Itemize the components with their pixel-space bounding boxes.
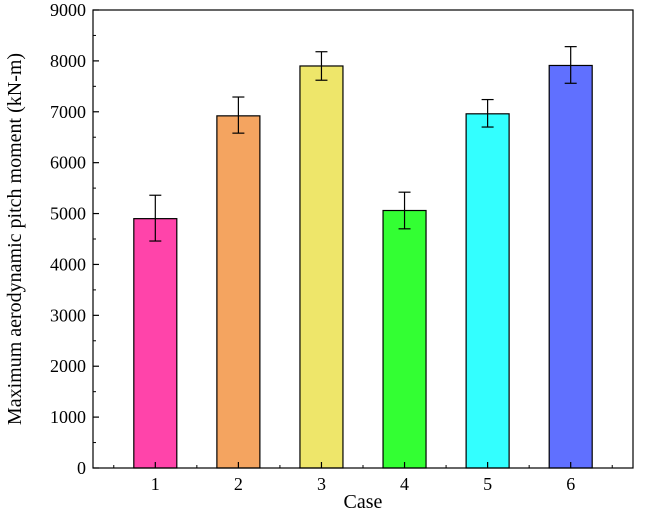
y-tick-label: 2000	[50, 356, 86, 376]
error-bars-layer	[149, 46, 577, 242]
y-tick-label: 7000	[50, 102, 86, 122]
y-axis-title: Maximum aerodynamic pitch moment (kN-m)	[4, 53, 26, 425]
bar-case-1	[133, 218, 178, 469]
bar-case-3	[299, 65, 344, 469]
error-bar-case-6	[564, 46, 577, 84]
x-tick-label: 4	[400, 474, 409, 494]
x-tick-label: 3	[317, 474, 326, 494]
y-tick-label: 8000	[50, 51, 86, 71]
bar-case-4	[382, 209, 427, 469]
ticks-layer: 1 2 3 4 5 6 0 1000 2000 3000 4000 5000 6000 7000 8000 9…	[50, 0, 613, 494]
y-tick-label: 3000	[50, 305, 86, 325]
y-tick-label: 4000	[50, 254, 86, 274]
bar-case-6	[548, 64, 593, 469]
error-bar-case-1	[149, 194, 162, 242]
y-tick-label: 6000	[50, 153, 86, 173]
x-tick-label: 6	[566, 474, 575, 494]
y-tick-label: 1000	[50, 407, 86, 427]
bars-layer	[133, 64, 593, 469]
error-bar-case-2	[232, 96, 245, 134]
x-tick-label: 2	[234, 474, 243, 494]
bar-case-2	[216, 115, 261, 469]
y-tick-label: 0	[77, 458, 86, 478]
x-axis-title: Case	[344, 491, 383, 513]
error-bar-case-5	[481, 98, 494, 128]
x-tick-label: 5	[483, 474, 492, 494]
error-bar-case-3	[315, 51, 328, 81]
y-tick-label: 9000	[50, 0, 86, 20]
y-tick-label: 5000	[50, 204, 86, 224]
bar-case-5	[465, 113, 510, 469]
x-tick-label: 1	[151, 474, 160, 494]
error-bar-case-4	[398, 191, 411, 230]
